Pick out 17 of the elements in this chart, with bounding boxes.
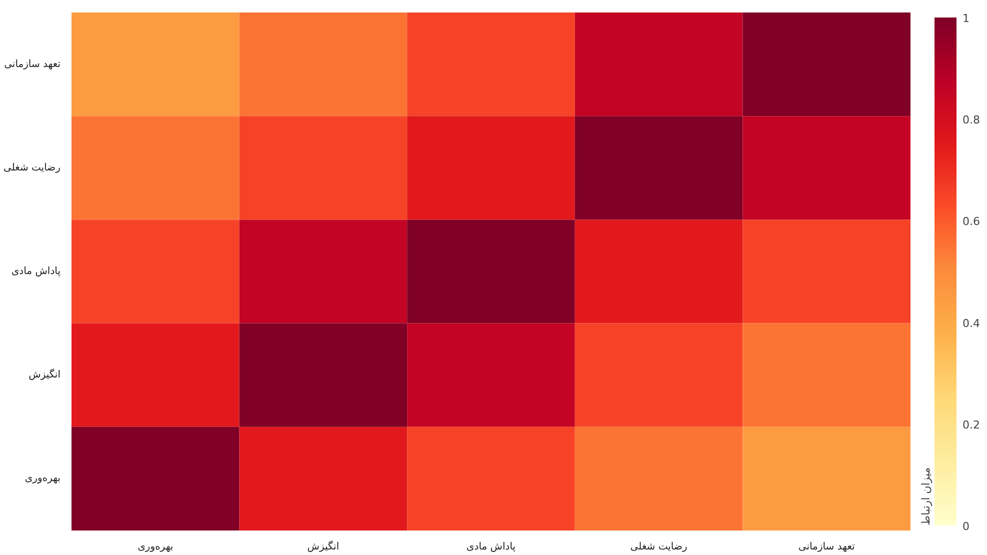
x-tick-label: رضایت شغلی bbox=[630, 542, 688, 552]
color-bar-label: 1 bbox=[962, 12, 970, 25]
x-tick-label: بهره‌وری bbox=[138, 542, 174, 552]
color-bar-label: 0.8 bbox=[962, 114, 980, 127]
x-tick-label: تعهد سازمانی bbox=[798, 542, 856, 552]
y-tick-label: بهره‌وری bbox=[24, 473, 61, 484]
y-tick-label: رضایت شغلی bbox=[4, 162, 61, 174]
y-tick-label: پاداش مادی bbox=[11, 266, 61, 277]
x-tick-label: پاداش مادی bbox=[466, 542, 516, 552]
color-bar-label: 0.6 bbox=[962, 215, 980, 228]
y-tick-label: تعهد سازمانی bbox=[4, 58, 61, 70]
y-tick-label: انگیزش bbox=[28, 368, 60, 381]
x-tick-label: انگیزش bbox=[307, 540, 340, 552]
color-bar-label: 0.2 bbox=[962, 418, 980, 432]
color-bar-label: 0.4 bbox=[962, 316, 980, 330]
color-bar-label: 0 bbox=[962, 520, 970, 533]
color-bar-title: میزان ارتباط bbox=[920, 467, 932, 526]
